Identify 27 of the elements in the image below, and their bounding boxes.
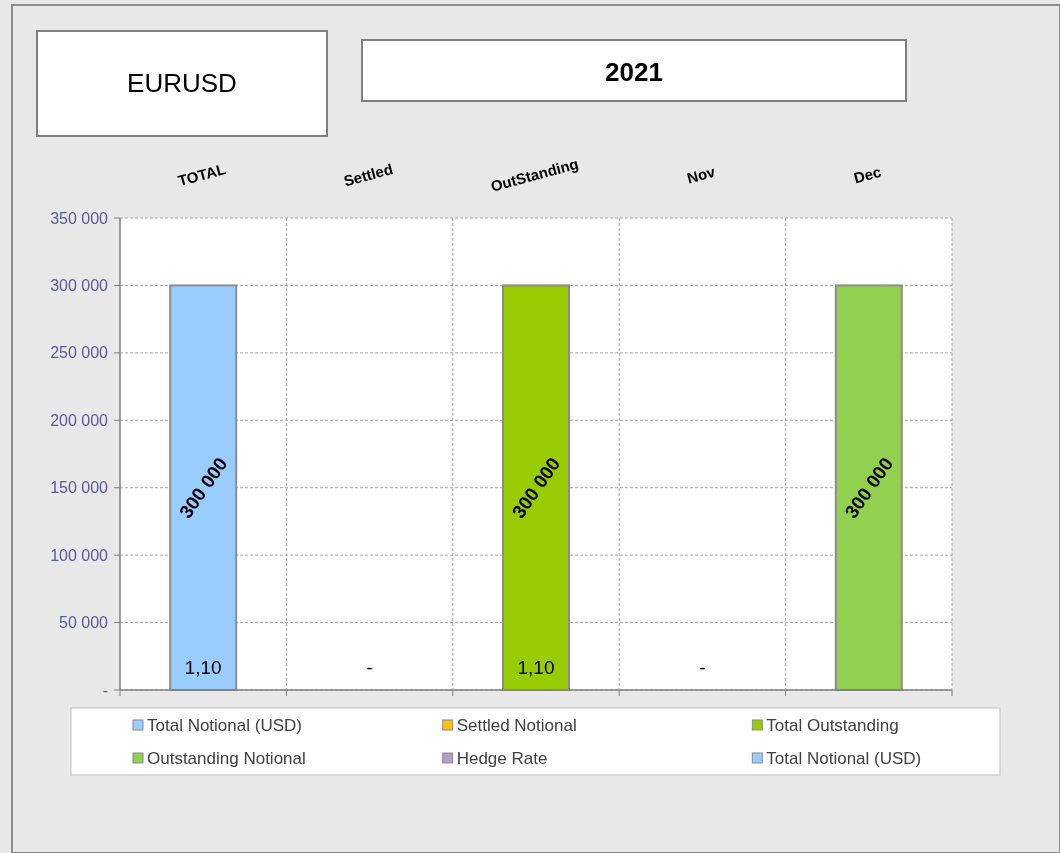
data-label: 300 000 bbox=[175, 453, 232, 522]
y-tick-label: 350 000 bbox=[50, 209, 109, 227]
legend-label: Hedge Rate bbox=[456, 748, 548, 768]
x-tick-label: Settled bbox=[341, 160, 395, 190]
legend-label: Settled Notional bbox=[456, 715, 577, 735]
data-label: 300 000 bbox=[840, 453, 898, 522]
legend-label: Total Notional (USD) bbox=[147, 715, 302, 735]
text: 1,10 bbox=[184, 657, 222, 678]
y-tick-label: 100 000 bbox=[50, 546, 109, 564]
chart-title: 2021 bbox=[605, 57, 663, 87]
x-tick-label: Dec bbox=[851, 162, 883, 187]
y-tick-label: - bbox=[102, 681, 108, 699]
legend-label: Total Notional (USD) bbox=[766, 748, 922, 768]
text: - bbox=[366, 657, 373, 678]
data-label: 300 000 bbox=[507, 453, 565, 522]
x-tick-label: Nov bbox=[685, 162, 718, 187]
y-tick-label: 150 000 bbox=[50, 479, 109, 497]
y-tick-label: 200 000 bbox=[50, 411, 109, 429]
x-tick-label: TOTAL bbox=[176, 160, 228, 190]
text: 1,10 bbox=[517, 657, 555, 678]
y-tick-label: 250 000 bbox=[50, 344, 109, 362]
text: - bbox=[699, 657, 706, 678]
legend-label: Outstanding Notional bbox=[147, 748, 306, 768]
legend-label: Total Outstanding bbox=[766, 715, 899, 735]
y-tick-label: 300 000 bbox=[50, 277, 109, 295]
chart-subtitle: EURUSD bbox=[127, 68, 237, 98]
y-tick-label: 50 000 bbox=[59, 614, 109, 632]
